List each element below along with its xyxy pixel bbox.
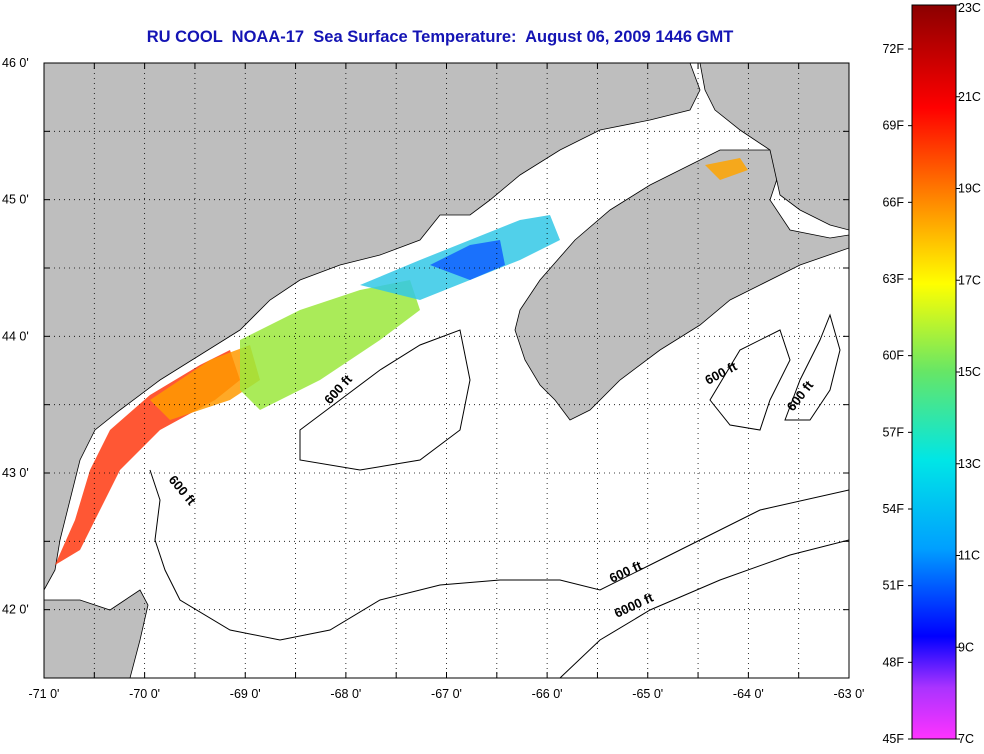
fahrenheit-label: 60F bbox=[882, 349, 904, 363]
fahrenheit-label: 45F bbox=[882, 732, 904, 746]
fahrenheit-label: 69F bbox=[882, 119, 904, 133]
lat-tick-label: 45 0' bbox=[2, 193, 29, 207]
sst-orange-band bbox=[150, 345, 260, 420]
fahrenheit-label: 48F bbox=[882, 655, 904, 669]
lon-tick-label: -71 0' bbox=[29, 687, 60, 701]
sst-green-band bbox=[240, 280, 420, 410]
fahrenheit-label: 51F bbox=[882, 579, 904, 593]
celsius-label: 11C bbox=[958, 549, 980, 563]
colorbar bbox=[911, 4, 957, 740]
fahrenheit-label: 66F bbox=[882, 195, 904, 209]
fahrenheit-label: 63F bbox=[882, 272, 904, 286]
contour-gulf-basin bbox=[299, 329, 471, 471]
graticule bbox=[44, 63, 849, 678]
sst-orange-patch-ns bbox=[705, 158, 748, 180]
lat-tick-label: 46 0' bbox=[2, 56, 29, 70]
lon-tick-label: -65 0' bbox=[632, 687, 663, 701]
lon-tick-label: -69 0' bbox=[230, 687, 261, 701]
lon-tick-label: -67 0' bbox=[431, 687, 462, 701]
longitude-axis: -71 0' -70 0' -69 0' -68 0' -67 0' -66 0' -65 … bbox=[29, 63, 865, 701]
contour-east-2 bbox=[784, 313, 841, 421]
celsius-label: 21C bbox=[958, 90, 981, 104]
fahrenheit-label: 54F bbox=[882, 502, 904, 516]
contour-east-1 bbox=[709, 329, 791, 431]
land-cape-cod bbox=[44, 589, 149, 678]
fahrenheit-label: 57F bbox=[882, 425, 904, 439]
celsius-label: 17C bbox=[958, 273, 981, 287]
lon-tick-label: -68 0' bbox=[330, 687, 361, 701]
lat-tick-label: 43 0' bbox=[2, 466, 29, 480]
celsius-label: 23C bbox=[958, 1, 981, 15]
lon-tick-label: -70 0' bbox=[129, 687, 160, 701]
celsius-label: 7C bbox=[958, 732, 974, 746]
latitude-axis: 42 0' 43 0' 44 0' 45 0' 46 0' bbox=[2, 56, 849, 679]
celsius-label: 15C bbox=[958, 365, 981, 379]
map-title: RU COOL NOAA-17 Sea Surface Temperature:… bbox=[146, 28, 734, 46]
land-northeast bbox=[699, 63, 849, 231]
contour-600ft-main bbox=[149, 469, 849, 641]
lon-tick-label: -63 0' bbox=[834, 687, 865, 701]
sst-blue-patch bbox=[430, 240, 505, 280]
celsius-label: 19C bbox=[958, 182, 981, 196]
lat-tick-label: 44 0' bbox=[2, 329, 29, 343]
celsius-label: 9C bbox=[958, 640, 974, 654]
lat-tick-label: 42 0' bbox=[2, 603, 29, 617]
land-nova-scotia bbox=[514, 149, 849, 421]
land-new-england bbox=[44, 63, 701, 591]
lon-tick-label: -64 0' bbox=[733, 687, 764, 701]
lon-tick-label: -66 0' bbox=[532, 687, 563, 701]
contour-6000ft bbox=[559, 539, 849, 678]
celsius-label: 13C bbox=[958, 457, 981, 471]
colorbar-ticks: 23C 21C 19C 17C 15C 13C 11C 9C 7C 72F 69F 66F 63F 60F… bbox=[882, 1, 980, 746]
fahrenheit-label: 72F bbox=[882, 42, 904, 56]
